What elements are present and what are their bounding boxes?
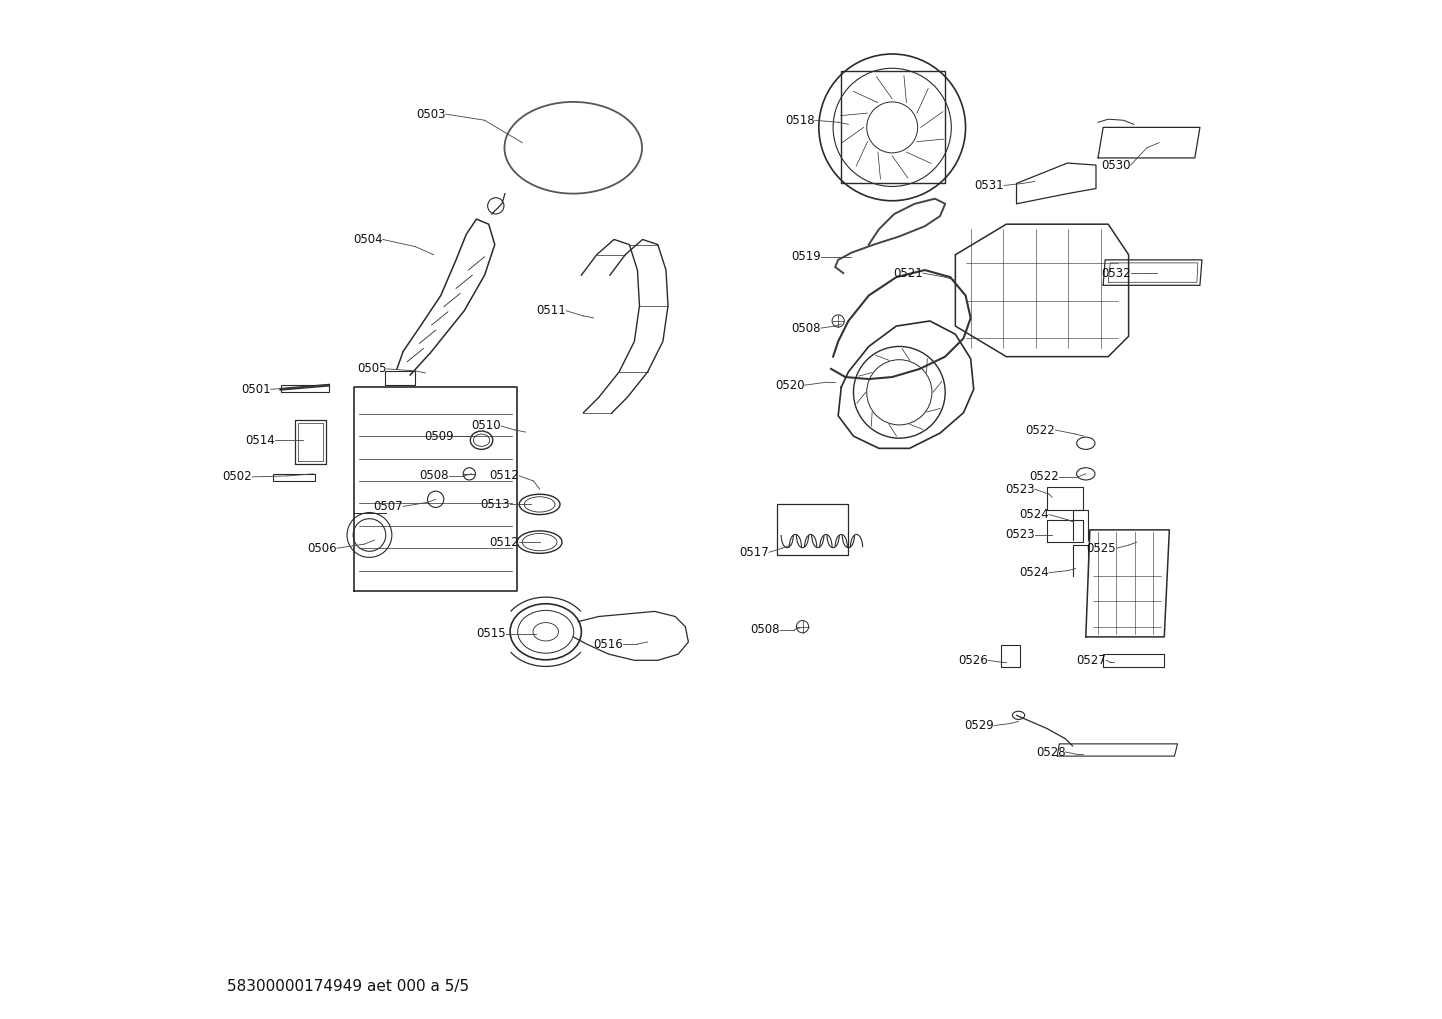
Text: 0522: 0522 (1030, 471, 1060, 483)
Text: 0532: 0532 (1102, 267, 1131, 279)
Text: 0527: 0527 (1076, 654, 1106, 666)
Text: 0503: 0503 (417, 108, 446, 120)
Bar (1001, 645, 1019, 667)
Text: 0504: 0504 (353, 233, 382, 246)
Text: 0505: 0505 (358, 363, 386, 375)
Text: 0506: 0506 (307, 542, 337, 554)
Text: 0501: 0501 (241, 383, 271, 395)
Text: 0530: 0530 (1102, 159, 1131, 171)
Text: 0518: 0518 (784, 114, 815, 126)
Text: 0529: 0529 (965, 719, 994, 732)
Text: 0511: 0511 (536, 305, 567, 317)
Text: 0508: 0508 (751, 624, 780, 636)
Text: 58300000174949 aet 000 a 5/5: 58300000174949 aet 000 a 5/5 (226, 978, 469, 994)
Text: 0516: 0516 (594, 638, 623, 650)
Text: 0512: 0512 (489, 536, 519, 548)
Text: 0524: 0524 (1019, 508, 1050, 521)
Text: 0524: 0524 (1019, 567, 1050, 579)
Text: 0519: 0519 (792, 251, 820, 263)
Bar (273, 474, 316, 481)
Text: 0508: 0508 (420, 470, 448, 482)
Text: 0521: 0521 (893, 267, 923, 279)
Text: 0525: 0525 (1087, 542, 1116, 554)
Text: 0522: 0522 (1025, 424, 1056, 436)
Text: 0515: 0515 (476, 628, 506, 640)
Text: 0520: 0520 (774, 379, 805, 391)
Text: 0509: 0509 (424, 430, 454, 442)
Text: 0508: 0508 (792, 322, 820, 334)
Text: 0517: 0517 (740, 546, 769, 558)
Text: 0523: 0523 (1005, 483, 1035, 495)
Text: 0513: 0513 (480, 498, 510, 511)
Text: 0526: 0526 (959, 654, 988, 666)
Text: 0531: 0531 (975, 179, 1004, 192)
Text: 0523: 0523 (1005, 529, 1035, 541)
Text: 0510: 0510 (472, 420, 500, 432)
Text: 0502: 0502 (222, 471, 252, 483)
Text: 0507: 0507 (373, 500, 404, 513)
Text: 0514: 0514 (245, 434, 274, 446)
Bar (281, 385, 329, 392)
Text: 0528: 0528 (1035, 746, 1066, 758)
Text: 0512: 0512 (489, 470, 519, 482)
